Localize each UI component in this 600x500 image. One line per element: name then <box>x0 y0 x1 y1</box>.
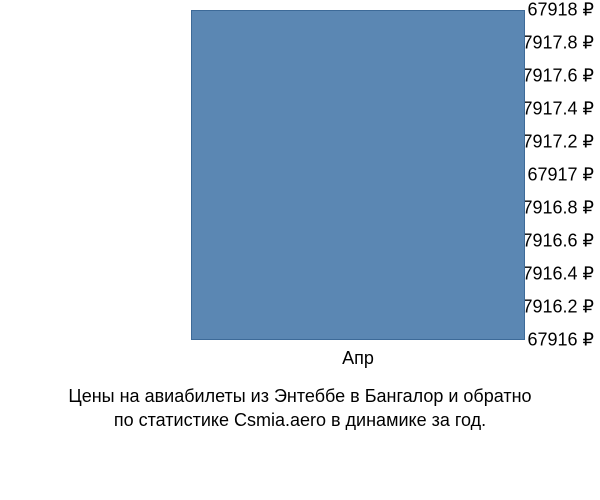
x-axis-tick-label: Апр <box>342 348 374 369</box>
bar <box>191 10 525 340</box>
price-chart: Цены на авиабилеты из Энтеббе в Бангалор… <box>0 0 600 500</box>
chart-caption: Цены на авиабилеты из Энтеббе в Бангалор… <box>0 384 600 433</box>
